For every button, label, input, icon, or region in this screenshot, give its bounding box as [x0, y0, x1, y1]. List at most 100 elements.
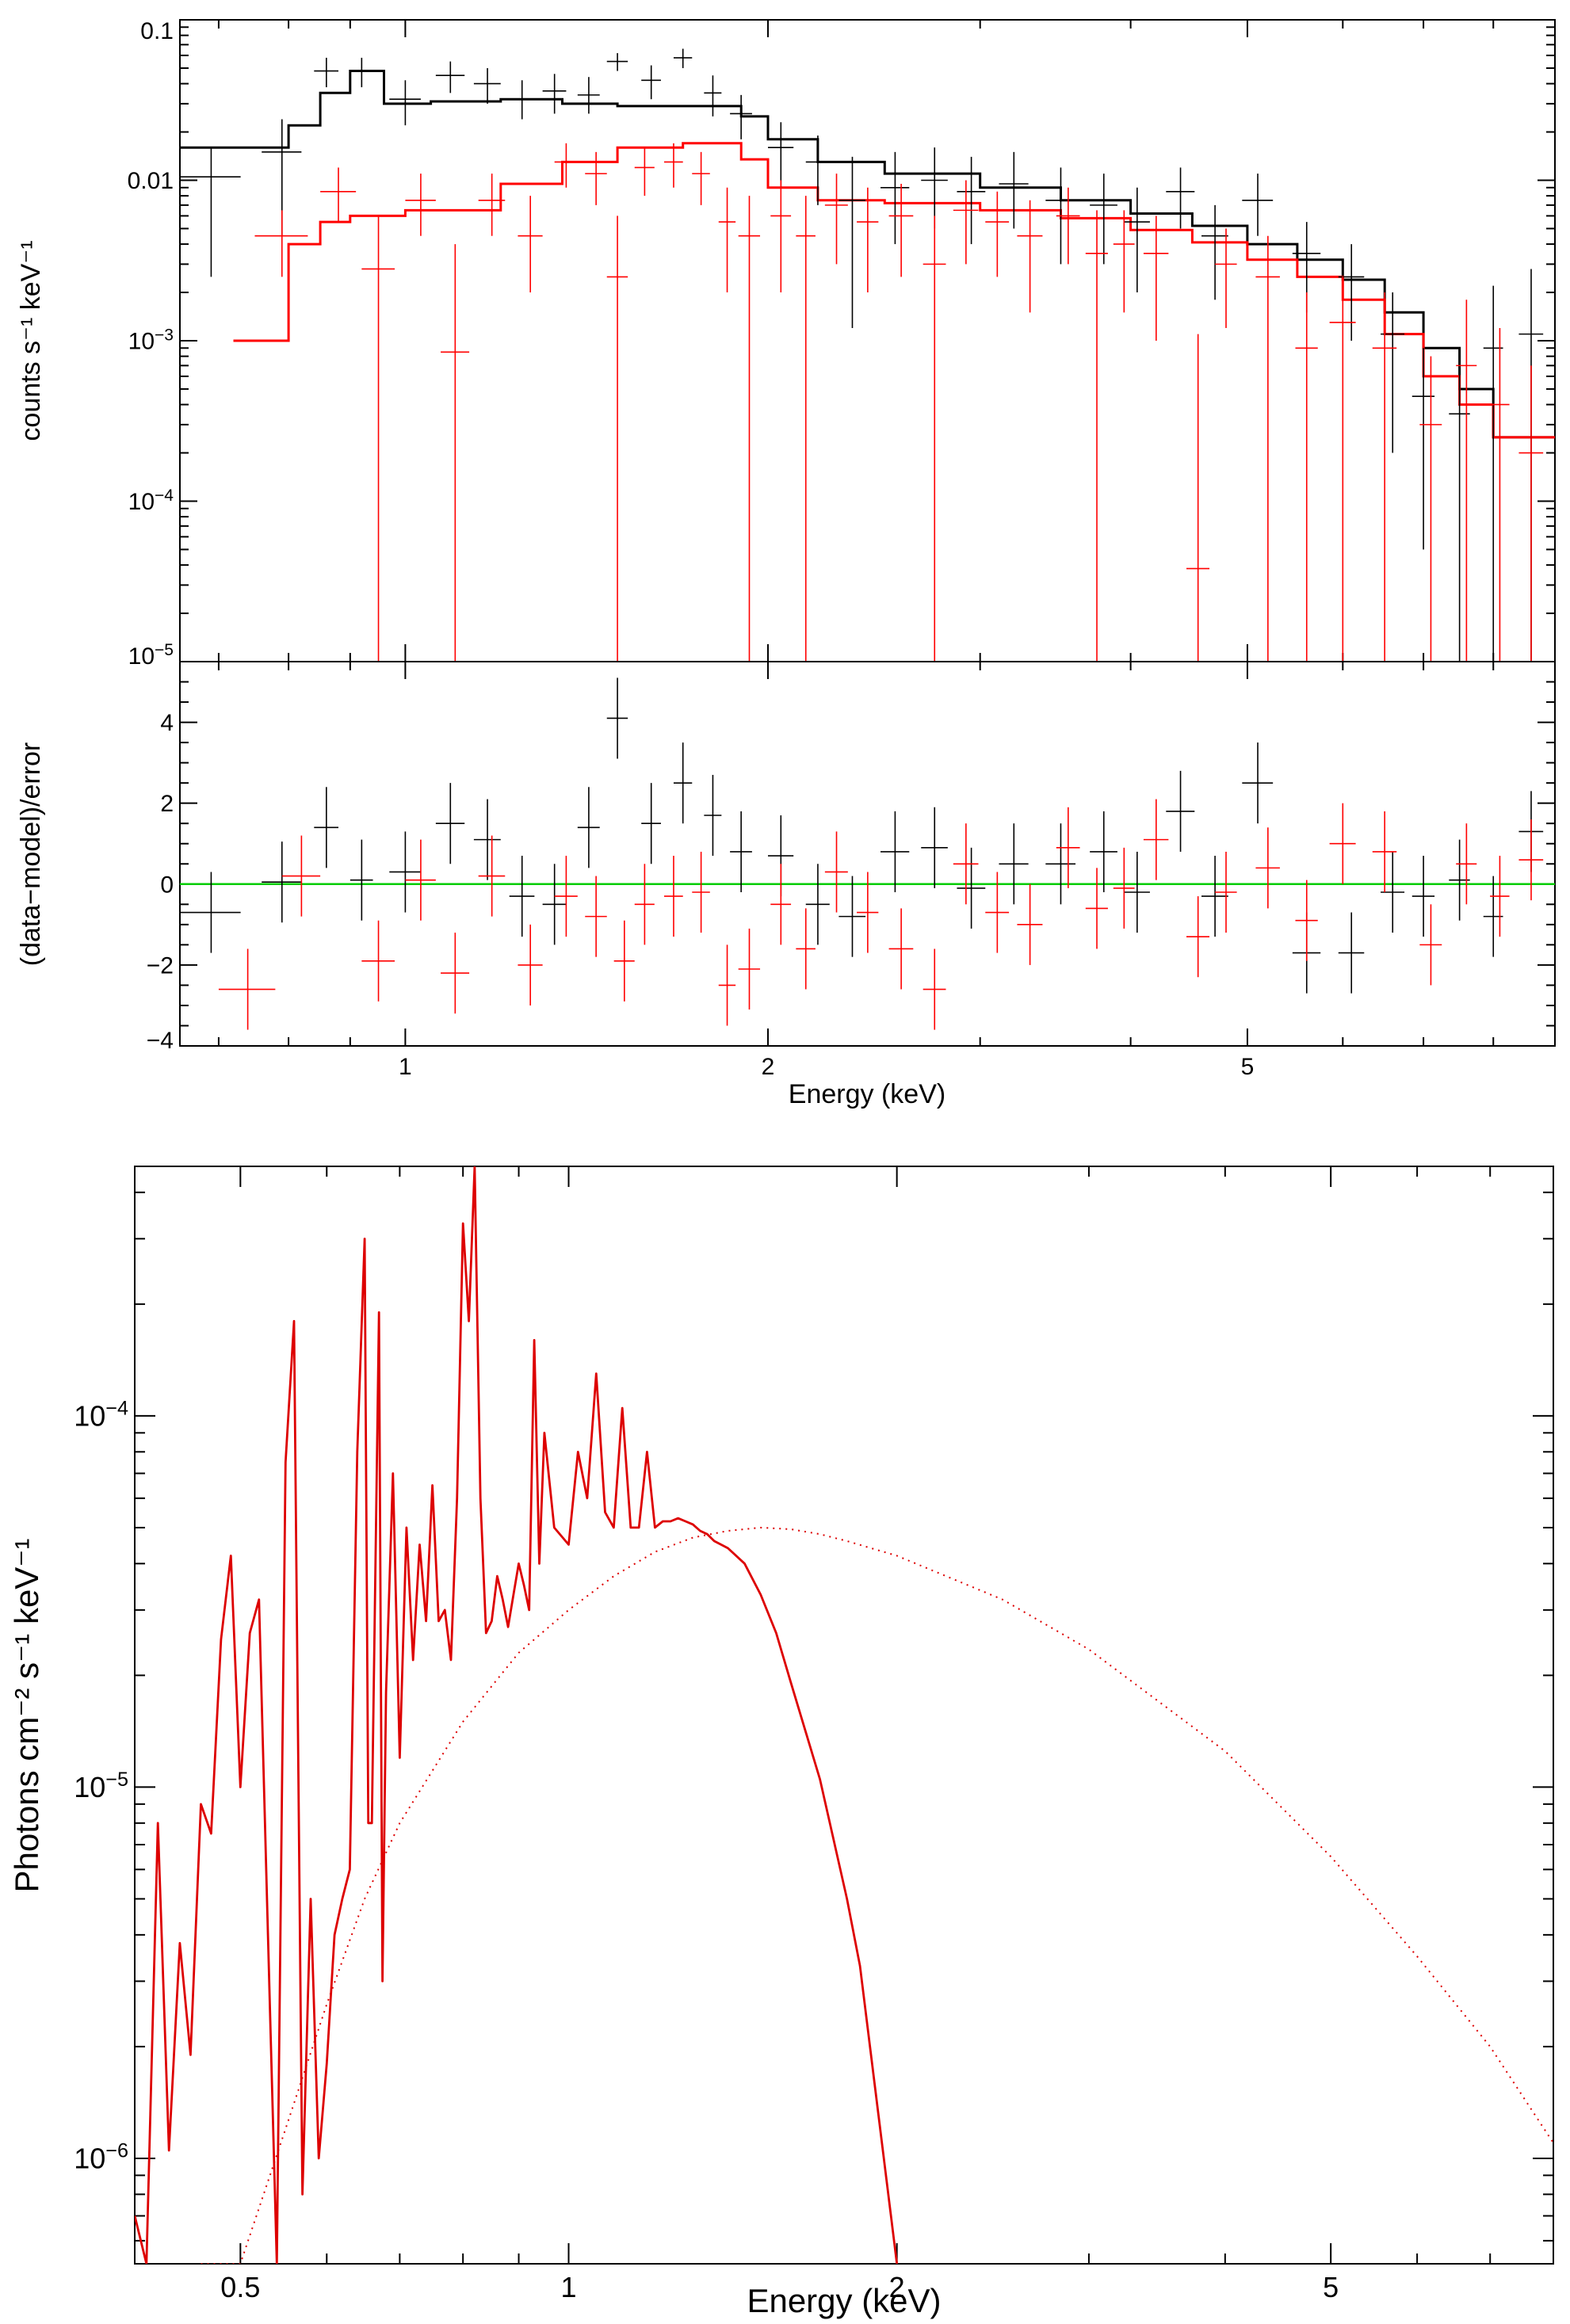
residual-point: [1242, 742, 1274, 824]
data-point: [1295, 292, 1318, 662]
residual-point: [923, 948, 946, 1030]
data-point: [180, 147, 241, 277]
data-point: [1255, 235, 1280, 662]
residual-point: [1490, 856, 1510, 937]
y-tick-label: 10−6: [74, 2140, 128, 2175]
data-point: [435, 61, 465, 93]
model-step-line: [180, 70, 1555, 439]
residual-point: [888, 908, 914, 990]
data-point: [805, 135, 830, 205]
residual-point: [509, 856, 535, 937]
residuals-axes: [180, 661, 1556, 1047]
data-point: [577, 77, 600, 114]
residual-point: [1143, 799, 1169, 880]
x-tick-label: 5: [1241, 1054, 1255, 1080]
data-point: [320, 167, 357, 223]
residual-point: [824, 831, 848, 913]
data-point: [768, 122, 794, 188]
data-point: [857, 187, 879, 293]
residual-point: [1124, 851, 1150, 933]
residual-point: [1017, 883, 1043, 965]
data-point: [606, 216, 628, 662]
residual-point: [921, 807, 948, 888]
y-tick-label: 0: [160, 872, 174, 898]
residual-point: [692, 851, 710, 933]
model-plot-frame: [134, 1166, 1554, 2265]
residual-point: [1518, 819, 1544, 901]
y-tick-label: 10−5: [128, 641, 174, 670]
data-point: [953, 180, 979, 265]
residual-point: [1329, 803, 1356, 884]
data-point: [473, 67, 501, 104]
model-x-ticks: 0.5 1 2 5: [220, 2271, 1339, 2303]
residual-point: [441, 933, 470, 1014]
residual-point: [805, 864, 830, 945]
residuals-plot-frame: [179, 661, 1556, 1047]
residual-point: [542, 864, 567, 945]
data-point: [314, 57, 339, 88]
residual-point: [1372, 811, 1397, 892]
residual-point: [663, 856, 683, 937]
residual-point: [1056, 807, 1080, 888]
data-point: [1490, 327, 1510, 662]
data-point: [923, 216, 946, 662]
residual-point: [796, 908, 816, 990]
residual-point: [641, 783, 661, 864]
residual-point: [838, 876, 866, 957]
data-point: [350, 57, 373, 88]
data-point: [1215, 228, 1237, 328]
y-tick-label: −4: [147, 1028, 174, 1054]
residuals-y-ticks: 4 2 0 −2 −4: [147, 710, 174, 1054]
residual-point: [1411, 856, 1435, 937]
x-tick-label: 2: [889, 2271, 905, 2303]
residuals-y-axis-label: (data−model)/error: [16, 742, 46, 967]
residual-point: [857, 872, 879, 953]
data-point: [838, 156, 866, 328]
data-point: [1372, 292, 1397, 662]
y-tick-label: 0.01: [128, 168, 174, 194]
total-model-line: [135, 1166, 899, 2264]
data-point: [509, 80, 535, 120]
data-point: [1186, 334, 1210, 662]
counts-axes: [180, 19, 1556, 662]
residual-point: [634, 864, 655, 945]
y-tick-label: 10−4: [128, 487, 174, 516]
data-point: [1201, 204, 1228, 300]
counts-y-ticks: 0.1 0.01 10−3 10−4 10−5: [128, 18, 174, 670]
model-x-axis-label: Energy (keV): [747, 2282, 941, 2319]
residual-point: [350, 839, 373, 921]
x-tick-label: 2: [762, 1054, 775, 1080]
residual-point: [405, 839, 436, 921]
data-point: [957, 156, 986, 245]
y-tick-label: 10−3: [128, 326, 174, 355]
data-point: [405, 174, 436, 236]
model-y-axis-label: Photons cm⁻² s⁻¹ keV⁻¹: [8, 1539, 45, 1893]
x-tick-label: 5: [1323, 2271, 1339, 2303]
residual-point: [1215, 851, 1237, 933]
data-point: [824, 174, 848, 265]
model-spectrum-panel: 10−4 10−5 10−6 0.5 1 2 5 Photons cm⁻² s⁻¹ keV…: [8, 1166, 1554, 2319]
data-point: [1456, 300, 1477, 662]
residual-point: [957, 847, 986, 929]
residual-point: [518, 924, 543, 1006]
data-point: [1085, 210, 1108, 662]
residual-point: [704, 774, 722, 857]
data-point: [770, 180, 792, 293]
residual-point: [262, 841, 302, 923]
data-point: [888, 184, 914, 277]
residual-point: [1045, 823, 1076, 905]
data-point: [606, 53, 628, 71]
data-point: [441, 244, 470, 662]
data-point: [738, 196, 761, 662]
x-tick-label: 1: [399, 1054, 412, 1080]
residual-point: [1419, 904, 1442, 986]
y-tick-label: 0.1: [140, 18, 174, 44]
residual-point: [673, 742, 693, 824]
data-point: [796, 196, 816, 662]
residual-point: [1338, 912, 1365, 994]
residual-point: [554, 856, 578, 937]
data-point: [478, 174, 506, 236]
residual-point: [1166, 770, 1195, 852]
residual-point: [314, 787, 339, 868]
